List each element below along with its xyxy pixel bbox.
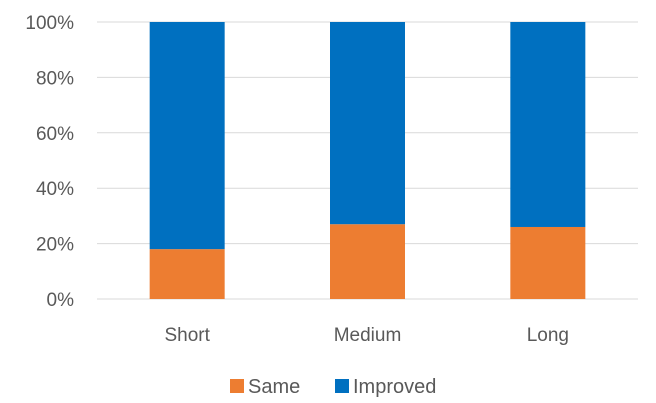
y-tick-label: 100% (25, 13, 74, 34)
x-tick-label: Long (527, 325, 569, 346)
x-tick-label: Short (164, 325, 210, 346)
bar-segment-same-short (149, 249, 225, 299)
y-tick-label: 0% (47, 290, 75, 311)
bar-segment-improved-short (149, 22, 225, 250)
bar-segment-same-medium (330, 224, 405, 299)
bar-segment-improved-medium (330, 22, 405, 225)
y-tick-label: 40% (36, 179, 74, 200)
legend-label-same: Same (248, 376, 300, 398)
legend-label-improved: Improved (353, 376, 436, 398)
y-axis-tick-labels: 0% 20% 40% 60% 80% 100% (25, 13, 74, 311)
bar-segment-improved-long (510, 22, 586, 227)
legend-swatch-same (230, 379, 244, 393)
bars (149, 22, 586, 299)
y-tick-label: 60% (36, 124, 74, 145)
x-tick-label: Medium (334, 325, 402, 346)
bar-segment-same-long (510, 226, 586, 299)
y-tick-label: 20% (36, 235, 74, 256)
legend: Same Improved (230, 376, 436, 398)
legend-swatch-improved (335, 379, 349, 393)
x-axis-tick-labels: Short Medium Long (164, 325, 569, 346)
y-tick-label: 80% (36, 68, 74, 89)
